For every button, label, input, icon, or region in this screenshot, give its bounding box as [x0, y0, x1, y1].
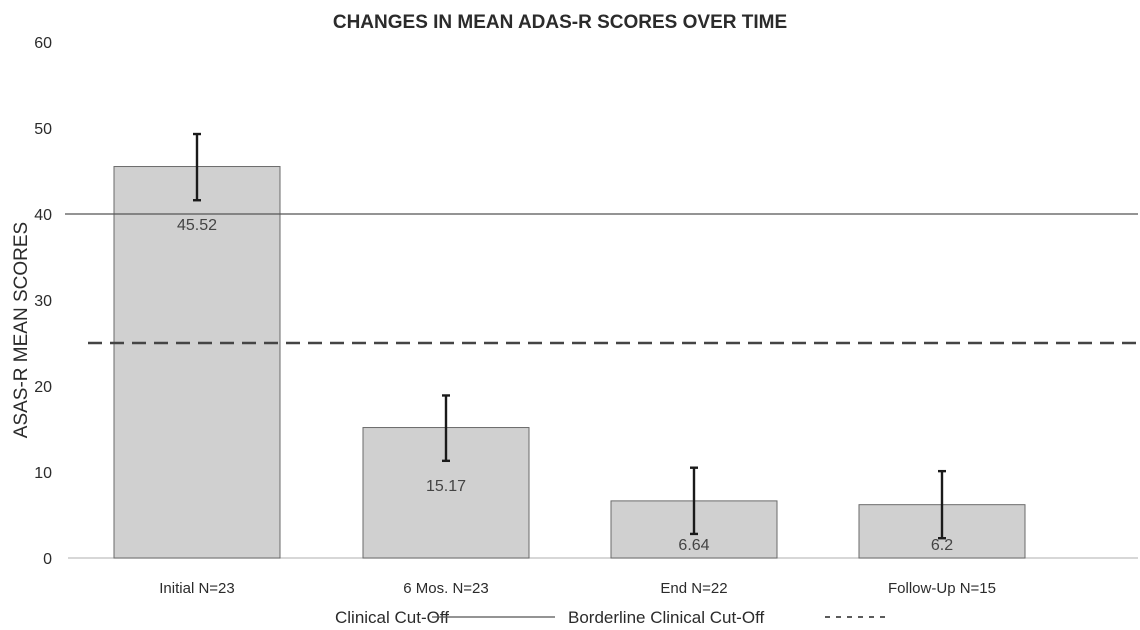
y-tick-label: 40: [34, 207, 52, 224]
y-tick-label: 30: [34, 293, 52, 310]
y-axis-title: ASAS-R MEAN SCORES: [11, 222, 32, 438]
data-label: 6.2: [931, 537, 953, 554]
category-label: Follow-Up N=15: [888, 580, 996, 597]
bars-group: [113, 166, 1026, 559]
data-label: 45.52: [177, 217, 217, 234]
category-labels: Initial N=23 6 Mos. N=23 End N=22 Follow-Up…: [159, 580, 996, 597]
chart-title: CHANGES IN MEAN ADAS-R SCORES OVER TIME: [333, 12, 787, 33]
y-tick-label: 60: [34, 35, 52, 52]
data-label: 6.64: [678, 537, 709, 554]
y-tick-label: 10: [34, 465, 52, 482]
y-tick-label: 20: [34, 379, 52, 396]
category-label: End N=22: [660, 580, 727, 597]
category-label: Initial N=23: [159, 580, 234, 597]
legend: Clinical Cut-Off Borderline Clinical Cut-…: [335, 608, 886, 627]
data-labels-group: 45.52 15.17 6.64 6.2: [177, 217, 953, 554]
reference-lines: [65, 213, 1138, 345]
data-label: 15.17: [426, 478, 466, 495]
legend-label-borderline-cutoff: Borderline Clinical Cut-Off: [568, 608, 764, 627]
y-tick-label: 0: [43, 551, 52, 568]
legend-label-clinical-cutoff: Clinical Cut-Off: [335, 608, 449, 627]
bar: [113, 166, 281, 559]
error-bars-group: [193, 132, 946, 540]
category-label: 6 Mos. N=23: [403, 580, 488, 597]
y-tick-label: 50: [34, 121, 52, 138]
